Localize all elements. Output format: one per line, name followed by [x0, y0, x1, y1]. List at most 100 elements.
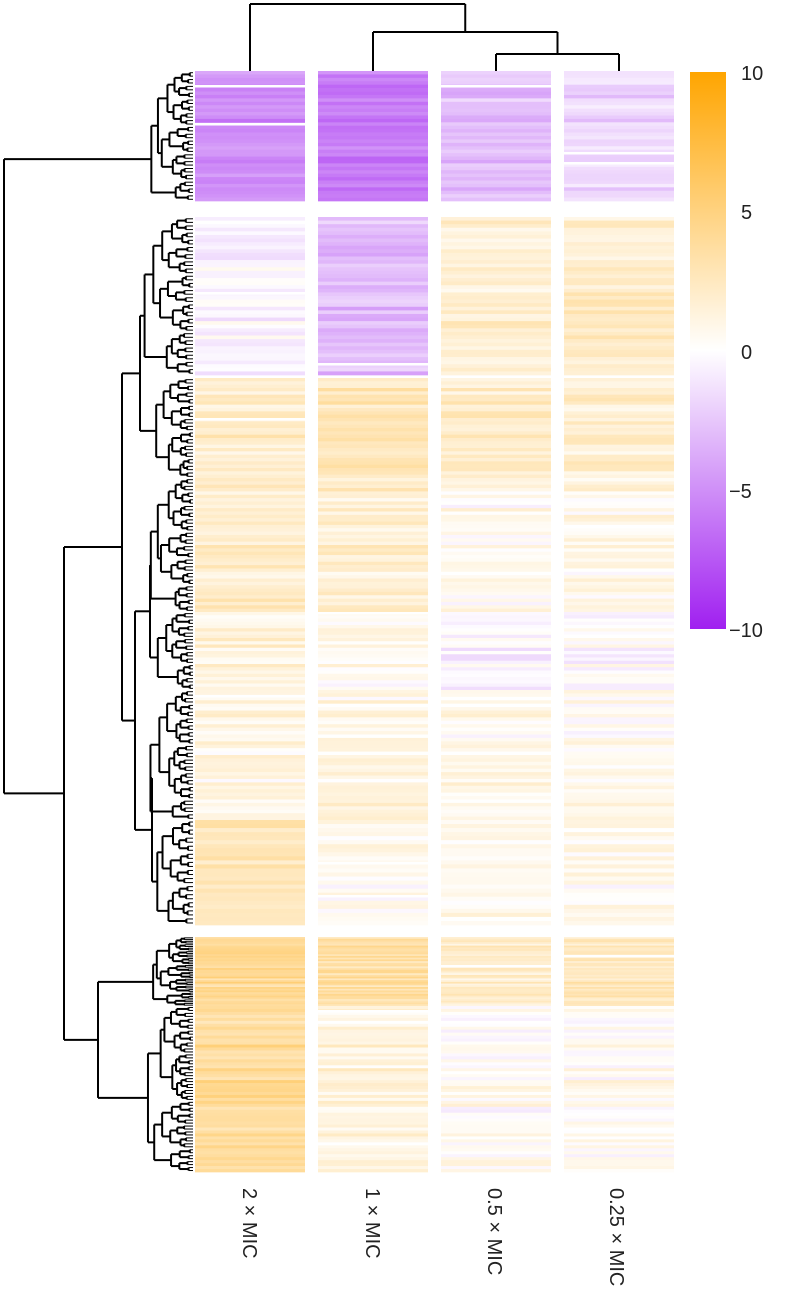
heatmap-cell	[195, 707, 305, 711]
heatmap-cell	[564, 421, 674, 426]
heatmap-cell	[318, 690, 428, 694]
heatmap-cell	[441, 880, 551, 885]
heatmap-cell	[195, 524, 305, 529]
heatmap-cell	[318, 581, 428, 586]
heatmap-cell	[441, 588, 551, 593]
heatmap-cell	[441, 249, 551, 254]
heatmap-cell	[441, 125, 551, 130]
heatmap-cell	[564, 962, 674, 965]
heatmap-cell	[564, 792, 674, 797]
heatmap-cell	[318, 700, 428, 705]
heatmap-cell	[564, 755, 674, 759]
heatmap-cell	[441, 1062, 551, 1066]
heatmap-cell	[564, 703, 674, 708]
heatmap-cell	[195, 1112, 305, 1117]
heatmap-cell	[318, 1017, 428, 1022]
heatmap-cell	[441, 920, 551, 926]
heatmap-cell	[564, 292, 674, 297]
heatmap-cell	[441, 260, 551, 265]
heatmap-cell	[318, 969, 428, 972]
heatmap-cell	[564, 177, 674, 181]
heatmap-cell	[318, 183, 428, 188]
heatmap-cell	[195, 528, 305, 532]
heatmap-cell	[441, 568, 551, 573]
heatmap-cell	[195, 568, 305, 573]
heatmap-cell	[318, 1118, 428, 1122]
heatmap-cell	[195, 91, 305, 96]
heatmap-cell	[441, 306, 551, 311]
heatmap-cell	[564, 836, 674, 841]
heatmap-cell	[195, 1032, 305, 1036]
heatmap-cell	[441, 942, 551, 945]
heatmap-cell	[318, 731, 428, 735]
heatmap-cell	[195, 1014, 305, 1019]
heatmap-cell	[318, 1038, 428, 1042]
heatmap-cell	[564, 908, 674, 914]
heatmap-cell	[564, 900, 674, 906]
heatmap-cell	[318, 1091, 428, 1096]
heatmap-cell	[318, 896, 428, 902]
heatmap-cell	[441, 657, 551, 662]
heatmap-cell	[441, 187, 551, 192]
heatmap-cell	[195, 608, 305, 613]
heatmap-cell	[318, 98, 428, 103]
heatmap-gap	[564, 955, 674, 958]
heatmap-cell	[564, 1056, 674, 1060]
heatmap-cell	[318, 1097, 428, 1102]
heatmap-cell	[564, 454, 674, 459]
heatmap-cell	[564, 816, 674, 821]
heatmap-cell	[564, 558, 674, 563]
heatmap-cell	[195, 884, 305, 890]
heatmap-cell	[441, 1050, 551, 1054]
heatmap-cell	[441, 1006, 551, 1010]
heatmap-cell	[564, 578, 674, 583]
heatmap-cell	[318, 1074, 428, 1078]
heatmap-cell	[441, 1130, 551, 1134]
heatmap-cell	[441, 1121, 551, 1125]
heatmap-cell	[564, 916, 674, 922]
heatmap-cell	[318, 84, 428, 89]
heatmap-cell	[195, 367, 305, 372]
heatmap-cell	[318, 555, 428, 559]
heatmap-cell	[564, 966, 674, 969]
heatmap-cell	[564, 1026, 674, 1031]
heatmap-cell	[318, 451, 428, 456]
heatmap-cell	[195, 378, 305, 382]
heatmap-cell	[441, 421, 551, 426]
heatmap-cell	[195, 1106, 305, 1111]
heatmap-cell	[195, 727, 305, 732]
heatmap-cell	[195, 654, 305, 658]
heatmap-cell	[318, 1121, 428, 1125]
heatmap-cell	[195, 149, 305, 154]
heatmap-cell	[564, 741, 674, 746]
heatmap-cell	[318, 471, 428, 476]
heatmap-cell	[564, 1148, 674, 1152]
heatmap-cell	[441, 501, 551, 506]
heatmap-cell	[195, 1038, 305, 1042]
heatmap-cell	[564, 638, 674, 642]
heatmap-cell	[564, 937, 674, 940]
heatmap-cell	[441, 1017, 551, 1022]
heatmap-cell	[195, 217, 305, 221]
heatmap-cell	[318, 1169, 428, 1173]
heatmap-cell	[441, 242, 551, 247]
heatmap-cell	[318, 411, 428, 416]
heatmap-cell	[318, 139, 428, 144]
heatmap-cell	[318, 508, 428, 512]
heatmap-cell	[564, 394, 674, 399]
heatmap-cell	[318, 408, 428, 412]
heatmap-cell	[564, 1014, 674, 1019]
heatmap-cell	[195, 799, 305, 804]
heatmap-cell	[195, 724, 305, 728]
heatmap-cell	[195, 94, 305, 99]
heatmap-cell	[195, 220, 305, 225]
heatmap-cell	[195, 398, 305, 402]
heatmap-cell	[564, 1023, 674, 1028]
heatmap-cell	[318, 634, 428, 639]
heatmap-cell	[441, 737, 551, 742]
heatmap-cell	[564, 1151, 674, 1155]
heatmap-cell	[564, 618, 674, 623]
heatmap-cell	[318, 548, 428, 553]
heatmap-cell	[441, 981, 551, 984]
heatmap-cell	[564, 724, 674, 728]
